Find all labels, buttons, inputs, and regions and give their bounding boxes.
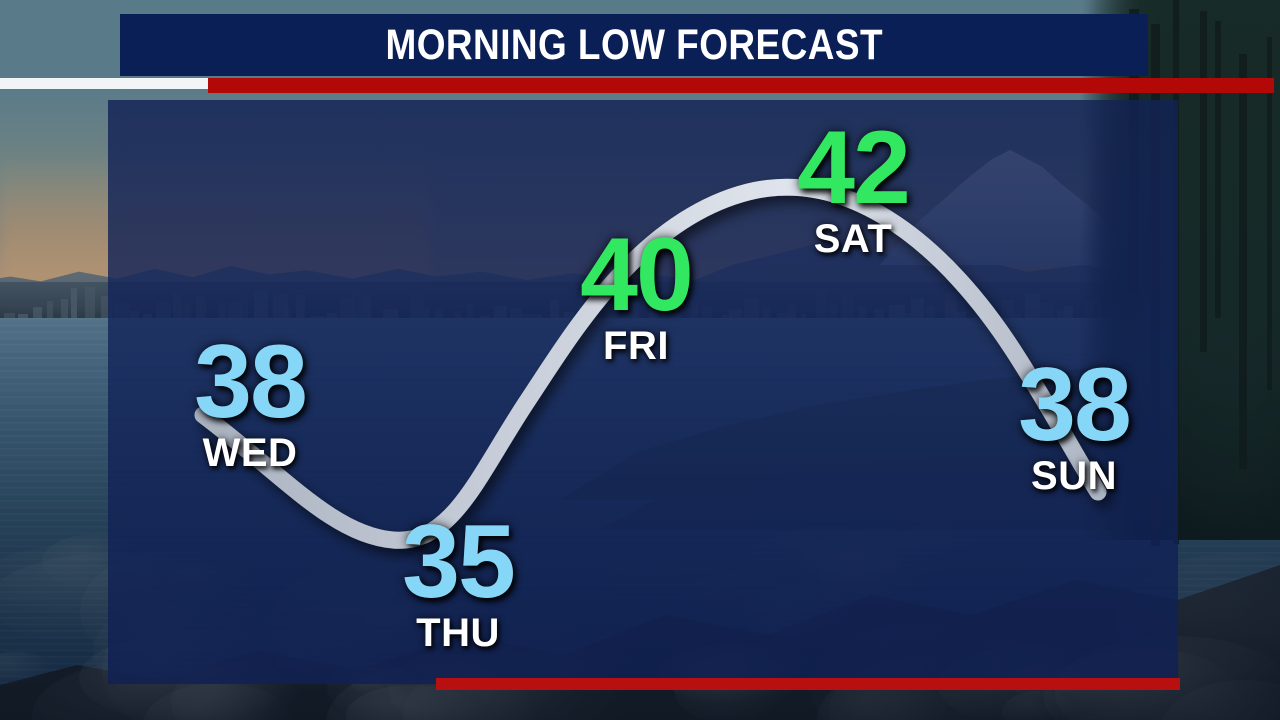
day-label-sun: SUN (1031, 453, 1117, 498)
red-accent-bar-top (208, 78, 1274, 93)
white-accent-bar (0, 78, 212, 89)
data-point-sat: 42 SAT (753, 116, 953, 261)
red-accent-bar-bottom (436, 678, 1180, 690)
page-title: MORNING LOW FORECAST (385, 20, 883, 69)
forecast-chart: 38 WED 35 THU 40 FRI 42 SAT 38 SUN (108, 100, 1178, 684)
trend-line (194, 178, 1107, 549)
day-label-thu: THU (416, 610, 500, 655)
forecast-panel (108, 100, 1178, 684)
temp-value-sat: 42 (797, 110, 911, 226)
temp-value-wed: 38 (194, 324, 308, 440)
temp-value-sun: 38 (1018, 347, 1132, 463)
forecast-curve-svg (194, 178, 1107, 549)
day-label-sat: SAT (813, 216, 893, 261)
temp-value-thu: 35 (402, 504, 516, 620)
data-point-wed: 38 WED (150, 330, 350, 475)
data-point-sun: 38 SUN (974, 353, 1174, 498)
day-label-fri: FRI (603, 323, 669, 368)
title-bar: MORNING LOW FORECAST (120, 14, 1148, 76)
day-label-wed: WED (202, 430, 298, 475)
data-point-thu: 35 THU (358, 510, 558, 655)
data-point-fri: 40 FRI (536, 223, 736, 368)
temp-value-fri: 40 (580, 217, 694, 333)
